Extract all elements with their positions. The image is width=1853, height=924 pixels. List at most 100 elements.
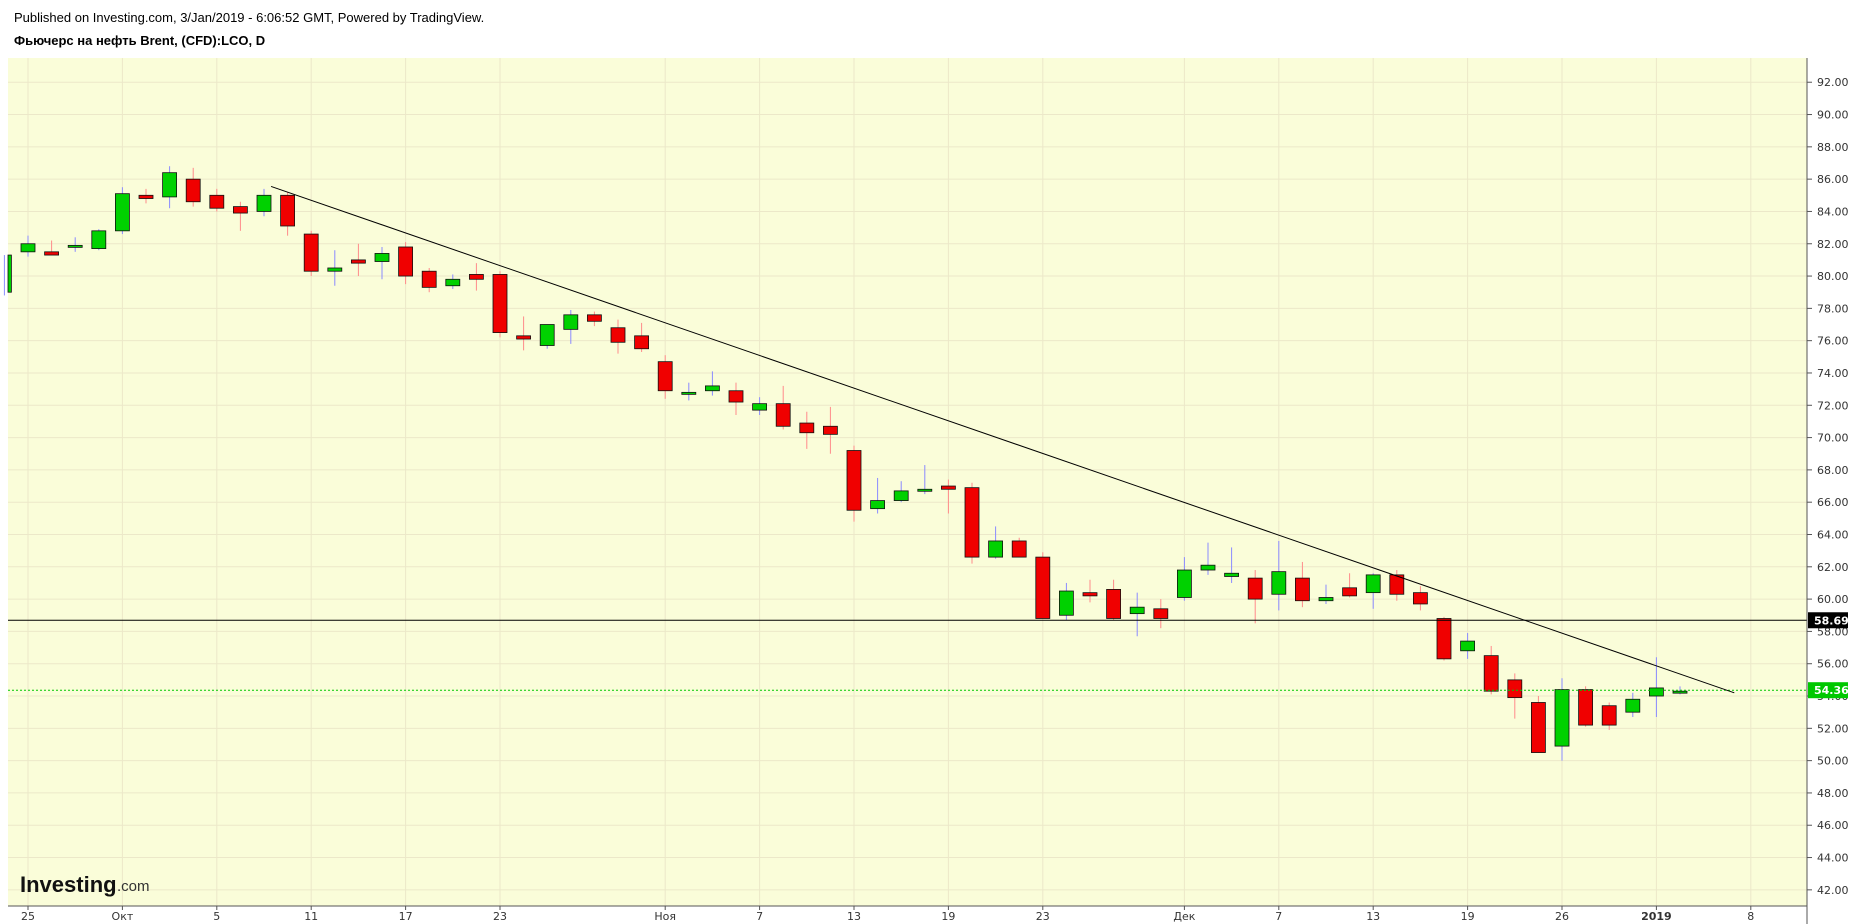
trend-line: [270, 185, 1735, 694]
candle: [1601, 705, 1617, 726]
plot-area[interactable]: [8, 58, 1807, 906]
x-tick-label: 5: [213, 910, 220, 923]
candle: [303, 233, 319, 272]
candle: [374, 253, 390, 262]
y-tick-label: 66.00: [1817, 496, 1849, 509]
candle-bodies: [7, 172, 1688, 753]
x-tick-label: 13: [1366, 910, 1380, 923]
candle: [681, 391, 697, 395]
candle: [775, 403, 791, 427]
x-tick-label: 7: [1275, 910, 1282, 923]
candle: [185, 178, 201, 203]
candle: [1129, 606, 1145, 615]
y-tick-label: 72.00: [1817, 399, 1849, 412]
y-tick-label: 74.00: [1817, 367, 1849, 380]
y-tick-label: 48.00: [1817, 787, 1849, 800]
candle: [421, 270, 437, 288]
candle: [1507, 679, 1523, 699]
x-tick-label: 19: [1461, 910, 1475, 923]
candle: [1413, 592, 1428, 605]
candle: [1365, 574, 1381, 594]
y-tick-label: 60.00: [1817, 593, 1849, 606]
candle: [1247, 577, 1263, 600]
candle: [115, 193, 130, 232]
candle: [1011, 540, 1027, 558]
axes: 42.0044.0046.0048.0050.0052.0054.0056.00…: [8, 58, 1849, 924]
candle: [1389, 574, 1405, 595]
published-note: Published on Investing.com, 3/Jan/2019 -…: [14, 10, 485, 25]
x-tick-label: Ноя: [654, 910, 676, 923]
y-tick-label: 50.00: [1817, 755, 1849, 768]
y-tick-label: 70.00: [1817, 432, 1849, 445]
candle: [799, 422, 815, 434]
support-price-label: 58.69: [1814, 614, 1849, 627]
candle: [1460, 640, 1475, 652]
candle: [1318, 597, 1334, 602]
y-tick-label: 68.00: [1817, 464, 1849, 477]
y-tick-label: 44.00: [1817, 852, 1849, 865]
candle: [1436, 618, 1452, 660]
candle: [1035, 556, 1051, 619]
candle: [1059, 590, 1074, 616]
candle: [1554, 689, 1570, 747]
candle: [705, 385, 720, 392]
x-tick-label: 17: [399, 910, 413, 923]
x-tick-label: 23: [493, 910, 507, 923]
candle: [1295, 577, 1310, 602]
candle: [1200, 564, 1216, 571]
candle: [1483, 655, 1499, 692]
y-tick-label: 86.00: [1817, 173, 1849, 186]
candle: [964, 487, 980, 558]
y-tick-label: 62.00: [1817, 561, 1849, 574]
candle: [492, 274, 508, 333]
candle: [823, 425, 838, 435]
candle: [1649, 687, 1664, 697]
candle-partial: [7, 254, 12, 293]
y-tick-label: 42.00: [1817, 884, 1849, 897]
candle: [587, 314, 602, 322]
y-tick-label: 78.00: [1817, 302, 1849, 315]
candle: [20, 243, 36, 253]
candle: [516, 335, 531, 340]
support-price-label-bg: [1808, 612, 1848, 629]
candle: [468, 274, 484, 280]
x-tick-label: 19: [941, 910, 955, 923]
candle: [350, 259, 366, 264]
candle: [634, 335, 649, 350]
candle: [1578, 689, 1593, 726]
candle: [1224, 572, 1239, 577]
candle: [162, 172, 178, 198]
candle: [1082, 592, 1098, 597]
candle: [563, 314, 579, 330]
candle: [1177, 569, 1192, 598]
candle: [91, 230, 107, 249]
candle: [1153, 608, 1169, 619]
candle: [1342, 587, 1357, 597]
drawn-lines: [8, 185, 1807, 694]
logo-suffix-text: .com: [117, 878, 150, 895]
candle: [1271, 571, 1287, 595]
y-tick-label: 52.00: [1817, 722, 1849, 735]
y-tick-label: 80.00: [1817, 270, 1849, 283]
x-tick-label: 7: [756, 910, 763, 923]
candle: [209, 194, 225, 209]
x-tick-label: 26: [1555, 910, 1569, 923]
instrument-title: Фьючерс на нефть Brent, (CFD):LCO, D: [14, 33, 266, 48]
candle: [398, 246, 414, 277]
candle: [1672, 690, 1688, 694]
candle: [232, 206, 248, 214]
candle: [988, 540, 1003, 558]
x-tick-label: 11: [304, 910, 318, 923]
candle: [138, 194, 154, 199]
x-tick-label: Окт: [112, 910, 134, 923]
x-tick-label: 8: [1747, 910, 1754, 923]
candle: [256, 194, 272, 212]
candle: [657, 361, 673, 392]
x-tick-label: 13: [847, 910, 861, 923]
candle: [893, 490, 909, 501]
y-tick-label: 82.00: [1817, 238, 1849, 251]
x-tick-label: Дек: [1173, 910, 1195, 923]
candle: [870, 500, 885, 510]
candle: [327, 267, 343, 272]
